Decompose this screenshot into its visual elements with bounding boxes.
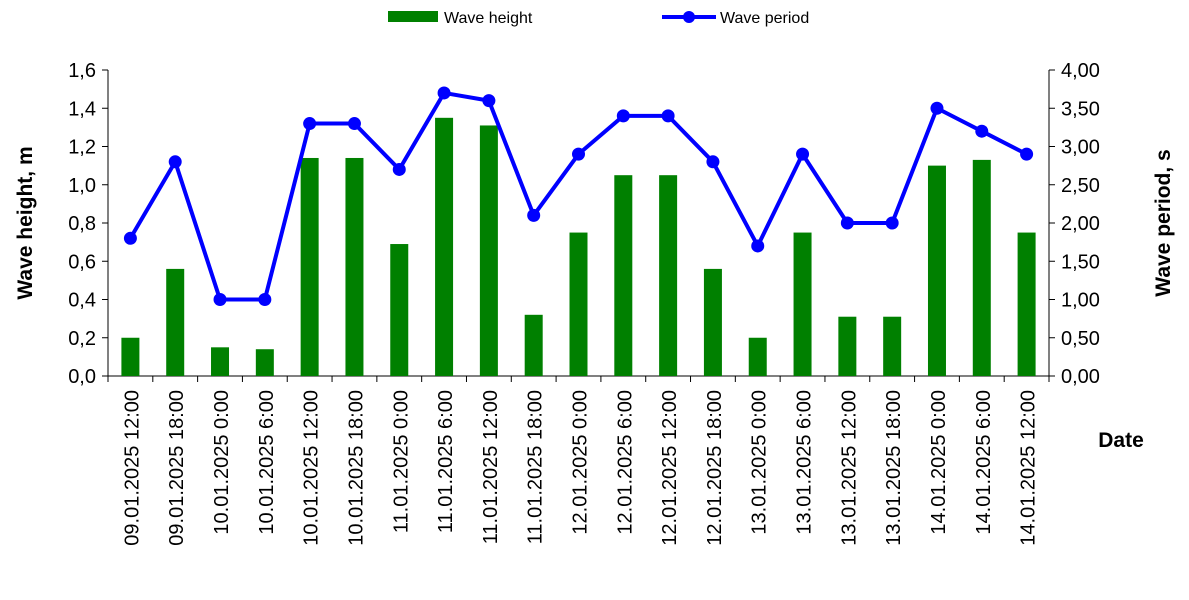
y-axis-right-ticks: 0,00 0,50 1,00 1,50 2,00 2,50 3,00 3,50 4,00 [1049,60,1100,388]
bar-wave-height [614,175,633,376]
x-tick-label: 10.01.2025 12:00 [301,390,323,546]
x-tick-label: 13.01.2025 18:00 [883,390,905,546]
point-wave-period [885,216,899,230]
bar-wave-height [838,316,857,376]
x-axis-tick-labels: 09.01.2025 12:00 09.01.2025 18:00 10.01.20… [121,390,1039,546]
point-wave-period [840,216,854,230]
y-axis-left-title: Wave height, m [14,146,37,299]
y-left-tick-label: 1,0 [68,175,96,197]
x-tick-label: 09.01.2025 12:00 [121,390,143,546]
x-tick-label: 10.01.2025 18:00 [345,390,367,546]
x-tick-label: 12.01.2025 0:00 [570,390,592,535]
x-tick-label: 12.01.2025 18:00 [704,390,726,546]
x-tick-label: 09.01.2025 18:00 [166,390,188,546]
bar-wave-height [211,347,230,376]
y-right-tick-label: 3,00 [1061,137,1100,159]
y-left-tick-label: 0,6 [68,251,96,273]
x-tick-label: 12.01.2025 12:00 [659,390,681,546]
bar-wave-height [300,157,319,376]
bar-wave-height [390,244,409,376]
point-wave-period [751,239,765,253]
x-tick-label: 13.01.2025 12:00 [838,390,860,546]
y-left-tick-label: 1,6 [68,60,96,82]
bar-wave-height [972,159,991,376]
y-axis-right-title: Wave period, s [1152,149,1175,296]
x-tick-label: 13.01.2025 6:00 [794,390,816,535]
point-wave-period [706,155,720,169]
y-right-tick-label: 1,00 [1061,290,1100,312]
x-tick-label: 11.01.2025 6:00 [435,390,457,533]
y-axis-left-ticks: 0,0 0,2 0,4 0,6 0,8 1,0 1,2 1,4 1,6 [68,60,108,388]
point-wave-period [527,208,541,222]
x-tick-label: 11.01.2025 18:00 [525,390,547,544]
y-right-tick-label: 1,50 [1061,251,1100,273]
point-wave-period [796,147,810,161]
point-wave-period [123,231,137,245]
legend-marker-wave-period [683,11,695,23]
point-wave-period [975,124,989,138]
point-wave-period [572,147,585,161]
y-left-tick-label: 0,0 [68,366,96,388]
x-tick-label: 10.01.2025 0:00 [211,390,233,535]
y-left-tick-label: 1,2 [68,137,96,159]
point-wave-period [616,109,630,123]
x-tick-label: 11.01.2025 0:00 [390,390,412,533]
y-left-tick-label: 1,4 [68,98,96,120]
bar-wave-height [345,157,364,376]
y-right-tick-label: 3,50 [1061,98,1100,120]
x-tick-label: 14.01.2025 12:00 [1018,390,1040,546]
legend-label-wave-height: Wave height [444,10,533,27]
bar-wave-height [703,268,722,376]
y-right-tick-label: 2,00 [1061,213,1100,235]
y-right-tick-label: 0,00 [1061,366,1100,388]
bar-wave-height [1017,232,1036,376]
wave-period-line [123,86,1034,306]
point-wave-period [482,94,496,108]
point-wave-period [213,293,227,306]
x-tick-label: 13.01.2025 0:00 [749,390,771,535]
y-right-tick-label: 0,50 [1061,328,1100,350]
bar-wave-height [255,349,274,376]
x-axis-title: Date [1098,429,1144,452]
bar-wave-height [569,232,588,376]
y-left-tick-label: 0,2 [68,328,96,350]
bar-wave-height [659,175,678,376]
point-wave-period [437,86,451,100]
legend-label-wave-period: Wave period [720,10,809,27]
legend: Wave height Wave period [388,10,809,27]
point-wave-period [303,117,317,131]
x-tick-label: 11.01.2025 12:00 [480,390,502,544]
bar-wave-height [121,337,140,376]
bar-wave-height [927,165,946,376]
point-wave-period [258,293,272,306]
point-wave-period [930,101,944,115]
y-left-tick-label: 0,8 [68,213,96,235]
wave-height-bars [121,117,1036,377]
point-wave-period [392,162,406,176]
point-wave-period [1020,147,1034,161]
y-right-tick-label: 2,50 [1061,175,1100,197]
x-tick-label: 14.01.2025 0:00 [928,390,950,535]
bar-wave-height [883,316,902,376]
bar-wave-height [793,232,812,376]
point-wave-period [661,109,675,123]
legend-swatch-wave-height [388,11,438,22]
y-right-tick-label: 4,00 [1061,60,1100,82]
point-wave-period [168,155,182,169]
bar-wave-height [748,337,767,376]
point-wave-period [347,117,361,131]
bar-wave-height [524,314,543,376]
x-tick-label: 12.01.2025 6:00 [614,390,636,535]
x-axis-ticks [107,376,1050,382]
bar-wave-height [166,268,185,376]
x-tick-label: 14.01.2025 6:00 [973,390,995,535]
y-left-tick-label: 0,4 [68,290,96,312]
bar-wave-height [479,125,498,377]
x-tick-label: 10.01.2025 6:00 [256,390,278,535]
bar-wave-height [435,117,454,376]
